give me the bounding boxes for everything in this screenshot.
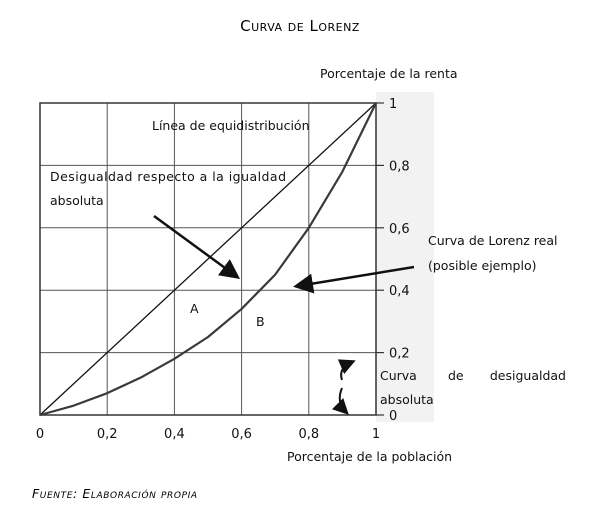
lorenz-curve bbox=[39, 102, 377, 417]
x-tick-label: 1 bbox=[372, 427, 380, 442]
area-b-label: B bbox=[256, 314, 265, 329]
y-tick-label: 0,4 bbox=[389, 284, 410, 299]
x-tick-label: 0,2 bbox=[97, 427, 118, 442]
y-tick-label: 0 bbox=[389, 409, 397, 424]
curve-inequality-word2: de bbox=[448, 368, 464, 383]
inequality-arrow bbox=[153, 214, 241, 279]
y-tick-label: 1 bbox=[389, 97, 397, 112]
lorenz-label-line2: (posible ejemplo) bbox=[428, 258, 536, 273]
curve-inequality-line2: absoluta bbox=[380, 392, 434, 407]
y-axis-title: Porcentaje de la renta bbox=[320, 66, 458, 81]
curve-arrow-up bbox=[337, 359, 356, 381]
inequality-label-line1: Desigualdad respecto a la igualdad bbox=[50, 169, 286, 184]
x-axis-title: Porcentaje de la población bbox=[287, 449, 452, 464]
x-tick-label: 0,8 bbox=[298, 427, 319, 442]
chart-title: Curva de Lorenz bbox=[240, 17, 360, 35]
area-a-label: A bbox=[190, 301, 199, 316]
inequality-label-line2: absoluta bbox=[50, 193, 104, 208]
curve-arrow-down bbox=[331, 387, 349, 415]
equidistribution-line bbox=[39, 102, 377, 416]
axis-backdrop bbox=[376, 92, 434, 422]
y-tick-label: 0,6 bbox=[389, 222, 410, 237]
curve-inequality-word3: desigualdad bbox=[490, 368, 566, 383]
y-tick-label: 0,8 bbox=[389, 159, 410, 174]
lorenz-arrow bbox=[293, 265, 415, 294]
y-tick-label: 0,2 bbox=[389, 347, 410, 362]
x-tick-label: 0,4 bbox=[164, 427, 185, 442]
x-tick-label: 0,6 bbox=[231, 427, 252, 442]
equidistribution-label: Línea de equidistribución bbox=[152, 118, 310, 133]
grid bbox=[40, 103, 376, 415]
x-tick-label: 0 bbox=[36, 427, 44, 442]
y-tick-labels: 0 0,2 0,4 0,6 0,8 1 bbox=[376, 97, 410, 424]
lorenz-label-line1: Curva de Lorenz real bbox=[428, 233, 558, 248]
source-note: Fuente: Elaboración propia bbox=[32, 486, 198, 501]
x-tick-labels: 0 0,2 0,4 0,6 0,8 1 bbox=[36, 427, 380, 442]
plot-frame bbox=[39, 102, 377, 416]
curve-inequality-word1: Curva bbox=[380, 368, 417, 383]
series-group bbox=[39, 102, 377, 417]
